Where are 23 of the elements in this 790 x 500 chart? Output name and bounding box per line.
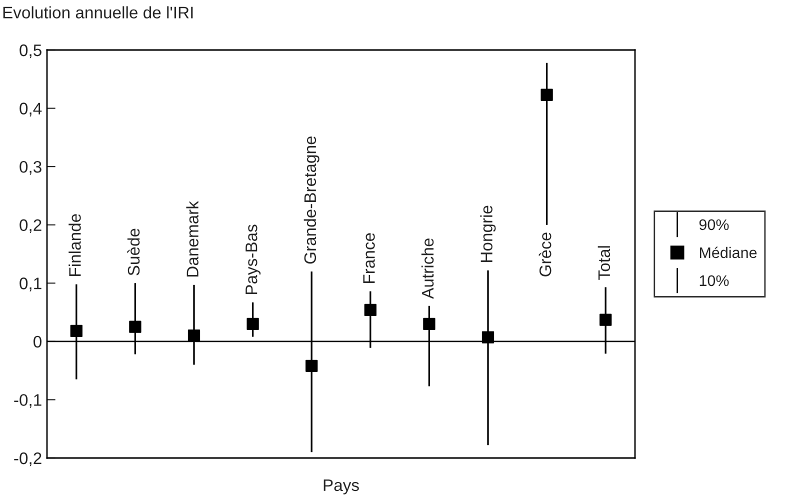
x-tick-label: Grèce	[538, 232, 552, 276]
legend-label: Médiane	[700, 246, 757, 258]
y-tick-label: 0,2	[20, 219, 42, 234]
text: 10%	[700, 275, 729, 286]
text: 90%	[699, 219, 729, 230]
y-tick-label: 0,3	[20, 160, 42, 175]
y-tick-label: 0,4	[20, 102, 42, 116]
x-tick-label: Autriche	[421, 238, 434, 299]
y-tick-label: -0,1	[14, 394, 42, 408]
y-tick-label: -0,2	[14, 452, 42, 466]
y-tick-label: 0	[34, 336, 42, 348]
x-tick-label: Total	[598, 246, 610, 280]
x-axis-title: Pays	[324, 479, 359, 494]
y-tick-label: 0,1	[20, 278, 42, 292]
x-tick-label: Finlande	[68, 214, 81, 276]
x-tick-label: Suède	[127, 228, 140, 276]
x-tick-label: Grande-Bretagne	[304, 136, 320, 264]
x-tick-label: Pays-Bas	[246, 224, 261, 294]
x-tick-label: Danemark	[186, 200, 198, 277]
chart-title: Evolution annuelle de l'IRI	[3, 6, 193, 18]
y-tick-label: 0,5	[20, 44, 42, 58]
x-tick-label: Hongrie	[480, 206, 496, 262]
x-tick-label: France	[363, 233, 375, 283]
